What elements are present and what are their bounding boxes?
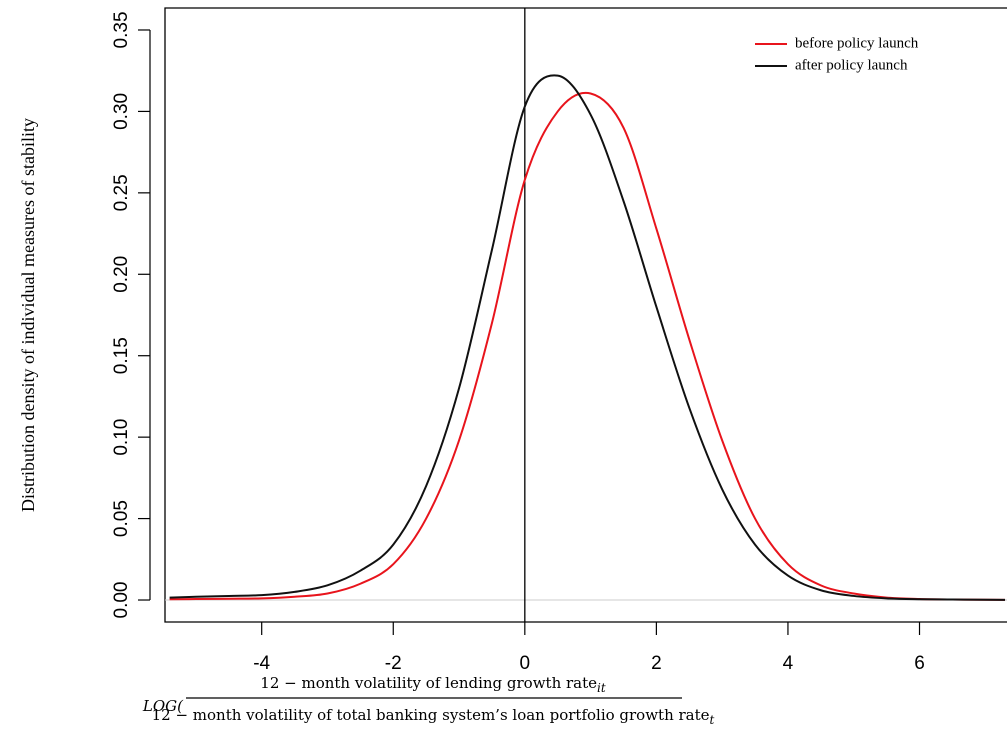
density-line bbox=[169, 91, 1006, 601]
y-tick-label: 0.25 bbox=[111, 174, 132, 211]
y-tick-label: 0.30 bbox=[111, 93, 132, 130]
y-tick-label: 0.10 bbox=[111, 419, 132, 456]
y-tick-label: 0.20 bbox=[111, 256, 132, 293]
density-line bbox=[169, 74, 1006, 601]
y-tick-label: 0.05 bbox=[111, 500, 132, 537]
plot-area bbox=[165, 8, 1007, 622]
x-title-prefix: LOG( bbox=[142, 697, 184, 715]
y-tick-label: 0.15 bbox=[111, 337, 132, 374]
denominator-text: 12 − month volatility of total banking s… bbox=[152, 706, 710, 724]
x-tick-label: 2 bbox=[651, 653, 662, 674]
legend-label: before policy launch bbox=[795, 35, 919, 51]
plot-frame bbox=[164, 7, 1007, 623]
x-tick-label: -4 bbox=[253, 653, 270, 674]
x-axis-title: LOG( 12 − month volatility of lending gr… bbox=[142, 674, 715, 727]
legend-label: after policy launch bbox=[795, 57, 908, 73]
numerator-sub: it bbox=[597, 681, 606, 695]
x-tick-label: 4 bbox=[783, 653, 794, 674]
y-axis-title: Distribution density of individual measu… bbox=[18, 118, 38, 512]
x-title-numerator: 12 − month volatility of lending growth … bbox=[260, 674, 606, 695]
denominator-sub: t bbox=[710, 713, 715, 727]
x-tick-label: 0 bbox=[520, 653, 531, 674]
x-title-denominator: 12 − month volatility of total banking s… bbox=[152, 706, 715, 727]
y-tick-label: 0.00 bbox=[111, 582, 132, 619]
numerator-text: 12 − month volatility of lending growth … bbox=[260, 674, 597, 692]
x-tick-label: -2 bbox=[385, 653, 402, 674]
x-tick-label: 6 bbox=[914, 653, 925, 674]
y-tick-label: 0.35 bbox=[111, 11, 132, 48]
